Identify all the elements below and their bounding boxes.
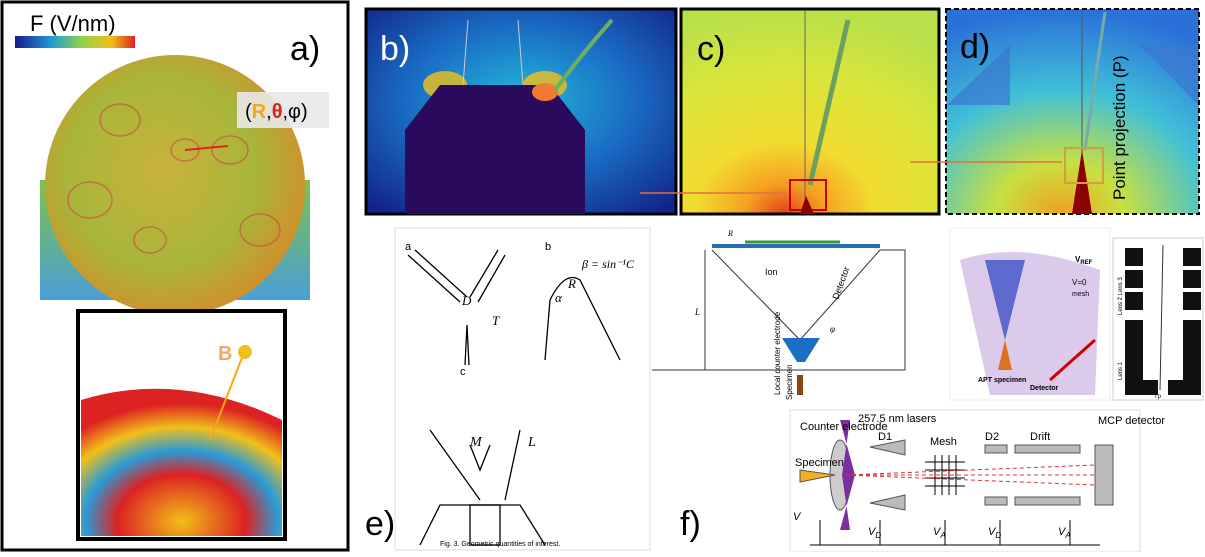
voltage-sub: A bbox=[1064, 531, 1070, 540]
apt-label: APT specimen bbox=[978, 377, 1026, 384]
coords: (R,θ,φ) bbox=[245, 101, 308, 123]
coord: ,φ) bbox=[283, 101, 308, 123]
symbol: α bbox=[555, 290, 563, 305]
sub-label: a bbox=[405, 241, 412, 253]
drift bbox=[1015, 497, 1080, 505]
setup-label: D2 bbox=[985, 431, 999, 443]
coord: R bbox=[252, 101, 267, 123]
mcp bbox=[1095, 445, 1113, 505]
panel-label: f) bbox=[680, 505, 701, 543]
ion-label: B bbox=[218, 343, 232, 365]
panel-label: e) bbox=[365, 505, 395, 543]
setup-label: Drift bbox=[1030, 431, 1050, 443]
geometry-label: φ bbox=[830, 324, 835, 334]
panel-label: b) bbox=[380, 30, 410, 68]
geometry-label: Specimen bbox=[785, 364, 794, 400]
setup-label: MCP detector bbox=[1098, 415, 1165, 427]
symbol: L bbox=[527, 435, 536, 450]
page: F (V/nm) a) (R,θ,φ) B b) c) Point projec… bbox=[0, 0, 1205, 557]
voltage-sub: A bbox=[939, 531, 945, 540]
geometry-label: L bbox=[694, 307, 700, 317]
symbol: β = sin⁻¹C bbox=[581, 257, 635, 271]
figure: F (V/nm) a) (R,θ,φ) B b) c) Point projec… bbox=[0, 0, 1205, 552]
lens-label: Lens 2 Lens 3 bbox=[1118, 277, 1124, 315]
voltage-sub: D bbox=[875, 531, 881, 540]
colorbar-label: F (V/nm) bbox=[30, 11, 116, 36]
panel-label: c) bbox=[697, 30, 725, 68]
symbol: T bbox=[492, 313, 500, 328]
setup-label: 257.5 nm lasers bbox=[858, 413, 937, 425]
symbol: M bbox=[469, 435, 483, 450]
apt-label: mesh bbox=[1072, 291, 1089, 298]
symbol: R bbox=[567, 276, 576, 291]
caption: Fig. 3. Geometric quantities of interest… bbox=[440, 541, 560, 548]
setup-label: D1 bbox=[878, 431, 892, 443]
apt-label: REF bbox=[1080, 260, 1092, 266]
apt-label: V=0 bbox=[1072, 278, 1087, 287]
panel-label: a) bbox=[290, 30, 320, 68]
panel-label: d) bbox=[960, 28, 990, 66]
setup-label: Specimen bbox=[795, 457, 844, 469]
specimen bbox=[797, 375, 803, 395]
d2 bbox=[985, 497, 1007, 505]
voltage-sub: D bbox=[995, 531, 1001, 540]
ion bbox=[532, 83, 558, 101]
sub-label: c bbox=[460, 366, 466, 378]
specimen bbox=[405, 85, 585, 214]
coord: θ bbox=[272, 101, 283, 123]
drift bbox=[1015, 445, 1080, 453]
apt-label: Detector bbox=[1030, 385, 1059, 392]
panel-e-frame bbox=[395, 228, 650, 550]
setup-label: Mesh bbox=[930, 436, 957, 448]
colorbar bbox=[15, 36, 135, 48]
geometry-label: R bbox=[727, 229, 733, 238]
d2 bbox=[985, 445, 1007, 453]
sub-label: b bbox=[545, 241, 551, 253]
lens-label: Tp bbox=[1154, 394, 1162, 400]
symbol: D bbox=[461, 293, 472, 308]
annotation: Point projection (P) bbox=[1110, 55, 1129, 200]
atom-surface bbox=[81, 389, 282, 536]
geometry-label: Ion bbox=[765, 267, 778, 277]
lens-label: Lens 1 bbox=[1118, 361, 1124, 380]
ion bbox=[238, 345, 252, 359]
geometry-label: Local counter electrode bbox=[773, 311, 782, 395]
